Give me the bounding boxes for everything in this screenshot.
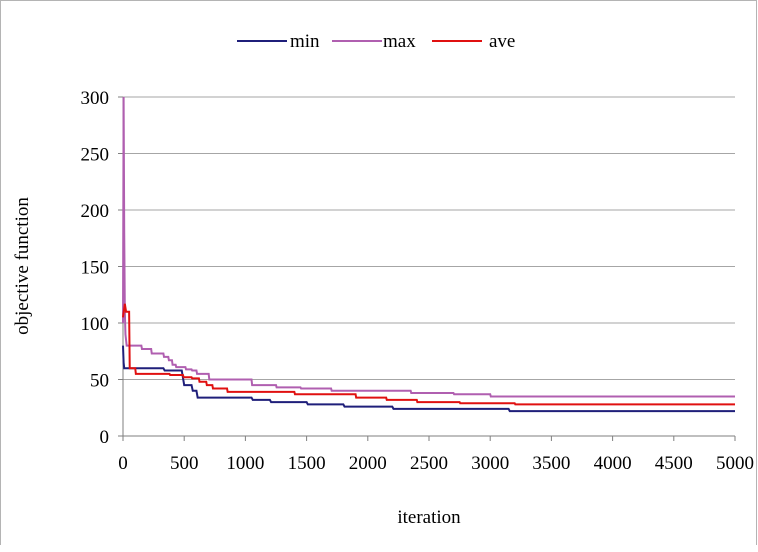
x-tick-label-9: 4500 (655, 453, 693, 474)
series-line-max (122, 96, 735, 398)
gridlines (123, 96, 735, 380)
series-line-ave (122, 303, 735, 406)
x-axis-title: iteration (397, 507, 461, 528)
x-tick-label-4: 2000 (349, 453, 387, 474)
x-tick-label-6: 3000 (471, 453, 509, 474)
x-tick-labels: 0 500 1000 1500 2000 2500 3000 3500 4000 4500 5000 (118, 453, 754, 474)
legend-label-ave: ave (489, 31, 515, 52)
x-tick-label-1: 500 (170, 453, 199, 474)
x-tick-label-7: 3500 (532, 453, 570, 474)
y-tick-label-0: 0 (100, 427, 110, 448)
y-tick-label-5: 250 (81, 145, 110, 166)
x-tick-label-0: 0 (118, 453, 128, 474)
y-tick-label-2: 100 (81, 314, 110, 335)
legend-label-min: min (290, 31, 320, 52)
x-tick-label-10: 5000 (716, 453, 754, 474)
legend: min max ave (237, 31, 515, 52)
series-line-min (122, 345, 735, 413)
y-tick-label-6: 300 (81, 88, 110, 109)
x-tick-label-8: 4000 (594, 453, 632, 474)
x-tick-label-3: 1500 (288, 453, 326, 474)
legend-label-max: max (383, 31, 416, 52)
x-tick-label-5: 2500 (410, 453, 448, 474)
y-axis-title: objective function (12, 197, 33, 335)
x-tick-label-2: 1000 (226, 453, 264, 474)
y-tick-labels: 0 50 100 150 200 250 300 (81, 88, 110, 448)
axes (118, 96, 736, 441)
y-tick-label-3: 150 (81, 258, 110, 279)
y-tick-label-1: 50 (90, 371, 109, 392)
y-tick-label-4: 200 (81, 201, 110, 222)
series-lines (122, 96, 735, 413)
